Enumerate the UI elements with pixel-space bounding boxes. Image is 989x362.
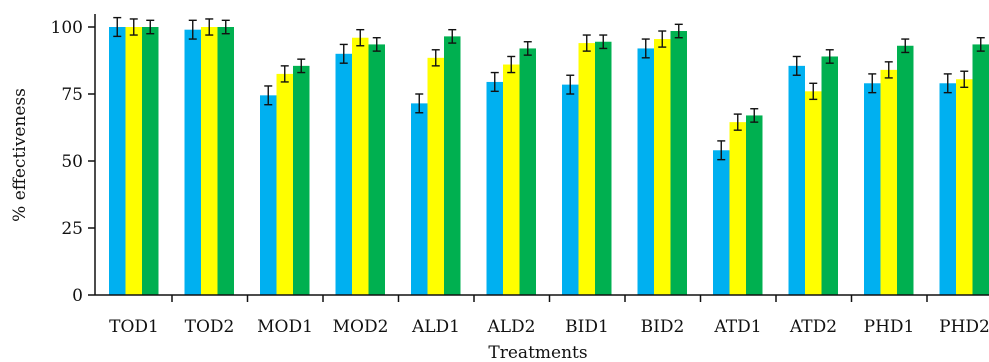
bar [427, 57, 444, 295]
bar [184, 29, 201, 296]
bar [578, 43, 595, 295]
x-tick-label: PHD1 [864, 317, 915, 337]
x-axis-title: Treatments [488, 343, 587, 362]
y-tick-label: 25 [61, 219, 83, 239]
bar [637, 48, 654, 295]
bar [411, 103, 428, 295]
bar [260, 95, 277, 295]
y-tick-label: 75 [61, 85, 83, 105]
x-tick-label: BID1 [565, 317, 609, 337]
bar [217, 27, 234, 295]
bar [109, 27, 126, 295]
bar [503, 64, 520, 296]
bar [972, 44, 989, 295]
y-tick-label: 50 [61, 152, 83, 172]
x-tick-label: BID2 [641, 317, 685, 337]
y-axis-title: % effectiveness [10, 88, 30, 222]
y-axis-ticks: 0 25 50 75 100 [51, 18, 95, 306]
bar [444, 36, 461, 295]
x-tick-label: MOD2 [333, 317, 389, 337]
bar [956, 79, 973, 295]
bar [368, 44, 385, 295]
bar [276, 73, 293, 296]
x-tick-label: PHD2 [939, 317, 989, 337]
x-axis-ticks: TOD1 TOD2 MOD1 MOD2 ALD1 ALD2 BID1 BID2 ATD1 ATD2… [109, 295, 989, 337]
bar [595, 41, 612, 295]
bar [713, 150, 730, 295]
x-tick-label: ATD2 [789, 317, 837, 337]
x-tick-label: TOD1 [109, 317, 159, 337]
bar [352, 37, 369, 295]
x-tick-label: ALD1 [411, 317, 460, 337]
bar [293, 65, 310, 295]
bar [562, 84, 579, 296]
x-tick-label: TOD2 [185, 317, 235, 337]
x-tick-label: MOD1 [257, 317, 313, 337]
bar [939, 83, 956, 295]
bar [880, 69, 897, 295]
bar [805, 91, 822, 295]
x-tick-label: ATD1 [713, 317, 761, 337]
bar [125, 27, 142, 295]
bar [670, 31, 687, 296]
bar [654, 39, 671, 296]
bar [788, 65, 805, 295]
bar [519, 48, 536, 295]
bar [897, 45, 914, 296]
bar [335, 53, 352, 295]
bar [821, 56, 838, 296]
bars [109, 16, 989, 296]
x-tick-label: ALD2 [486, 317, 535, 337]
bar [864, 83, 881, 295]
bar [486, 81, 503, 295]
bar [142, 27, 159, 295]
y-tick-label: 0 [72, 286, 83, 306]
bar [746, 115, 763, 295]
bar [729, 122, 746, 295]
bar [201, 27, 218, 295]
y-tick-label: 100 [51, 18, 83, 38]
